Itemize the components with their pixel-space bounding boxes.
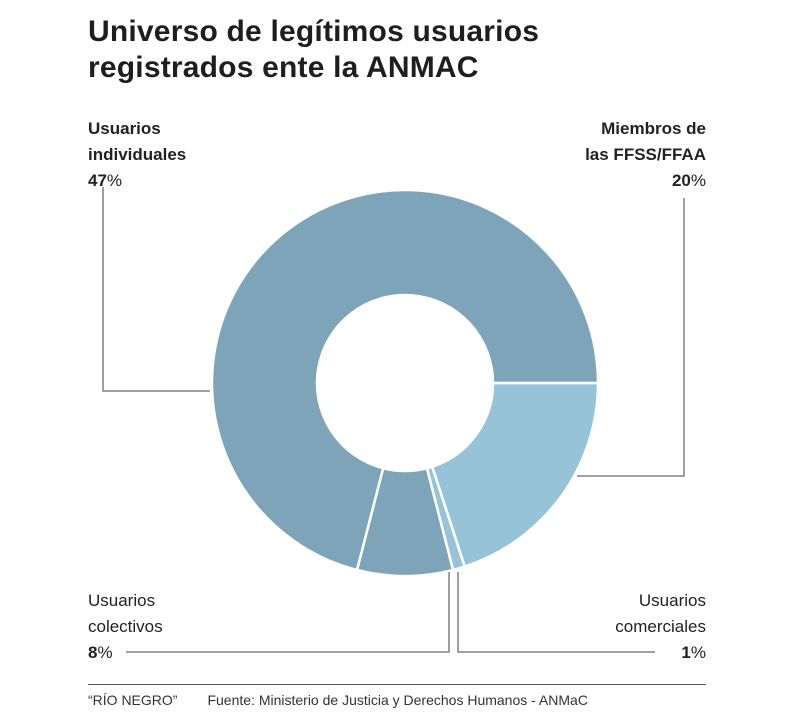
leader-line-ffaa	[577, 198, 685, 477]
donut-slice-miembros-de-las-ffss-ffaa	[430, 381, 600, 569]
label-name: las FFSS/FFAA	[585, 145, 706, 164]
leader-line-colectivos	[126, 572, 450, 653]
label-name: colectivos	[88, 617, 163, 636]
footer-credit: “RÍO NEGRO”	[88, 692, 178, 708]
label-usuarios-individuales: Usuarios individuales 47%	[88, 116, 186, 194]
label-value: 20%	[671, 171, 706, 190]
label-usuarios-comerciales: Usuarios comerciales 1%	[615, 588, 706, 666]
label-name: individuales	[88, 145, 187, 164]
footer: “RÍO NEGRO” Fuente: Ministerio de Justici…	[88, 690, 588, 710]
footer-source: Fuente: Ministerio de Justicia y Derecho…	[207, 692, 588, 708]
leader-line-comerciales	[457, 572, 655, 653]
donut-slice-usuarios-individuales	[210, 188, 600, 572]
label-usuarios-colectivos: Usuarios colectivos 8%	[88, 588, 163, 666]
label-name: Usuarios	[638, 591, 706, 610]
label-name: Usuarios	[88, 591, 156, 610]
label-value: 47%	[88, 171, 123, 190]
label-value: 1%	[681, 643, 706, 662]
leader-line-individuales	[102, 187, 210, 392]
footer-divider	[88, 684, 706, 685]
label-value: 8%	[88, 643, 113, 662]
label-name: Usuarios	[88, 119, 161, 138]
label-name: comerciales	[615, 617, 706, 636]
label-name: Miembros de	[601, 119, 706, 138]
chart-title: Universo de legítimos usuarios registrad…	[88, 15, 540, 84]
label-miembros-ffss-ffaa: Miembros de las FFSS/FFAA 20%	[585, 116, 706, 194]
